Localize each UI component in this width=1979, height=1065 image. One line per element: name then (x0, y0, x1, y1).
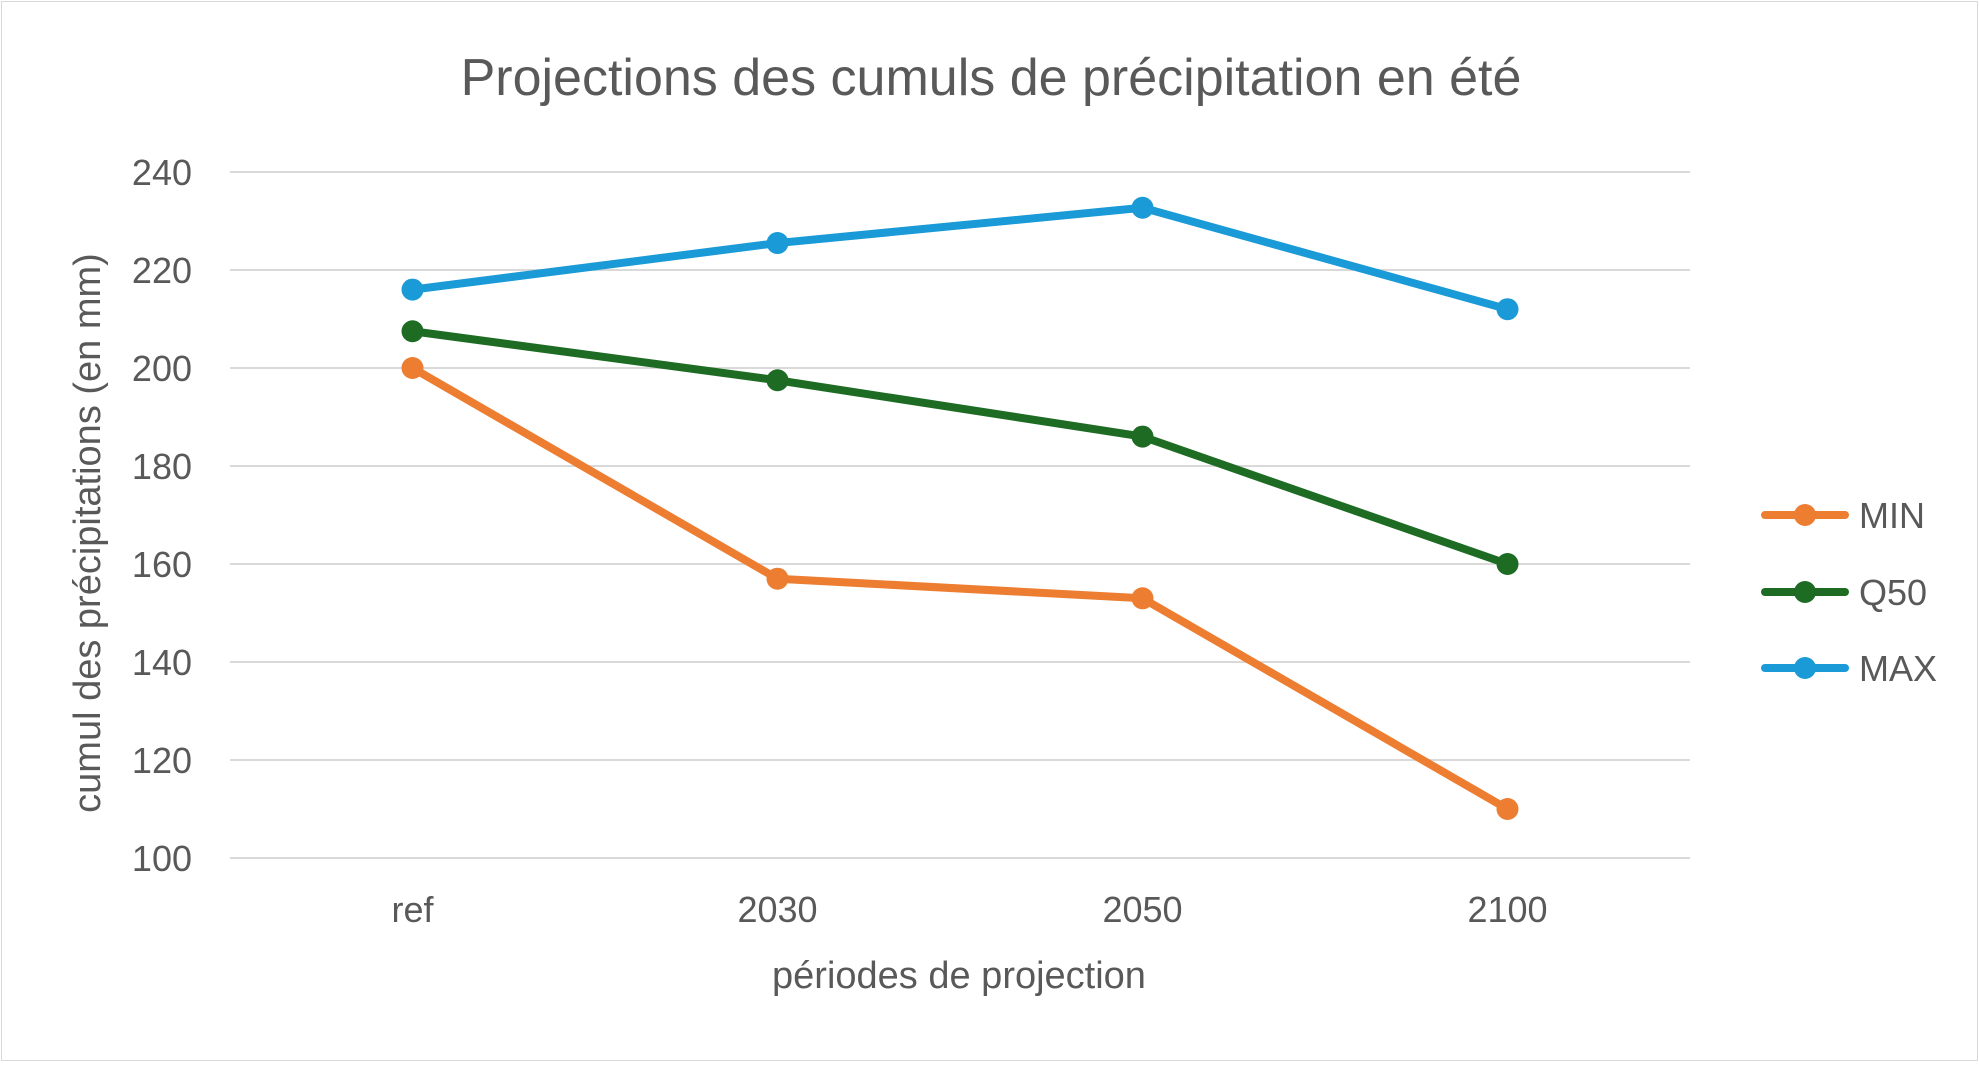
data-point-min (766, 567, 789, 590)
y-tick-label: 120 (132, 740, 192, 781)
y-tick-label: 240 (132, 152, 192, 193)
data-point-q50 (766, 369, 789, 392)
y-axis-tick-labels: 100 120 140 160 180 200 220 240 (132, 152, 192, 879)
series-line-q50 (408, 327, 1512, 568)
x-axis-label: périodes de projection (772, 955, 1146, 997)
y-tick-label: 180 (132, 446, 192, 487)
series-line-min (408, 364, 1512, 813)
legend-marker-q50 (1794, 581, 1816, 603)
legend-label-max: MAX (1859, 648, 1937, 689)
y-tick-label: 220 (132, 250, 192, 291)
legend-marker-min (1794, 504, 1816, 526)
y-tick-label: 200 (132, 348, 192, 389)
data-point-max (401, 278, 424, 301)
data-point-q50 (1131, 425, 1154, 448)
data-point-max (766, 232, 789, 255)
x-axis-tick-labels: ref 2030 2050 2100 (391, 889, 1547, 930)
x-tick-label: 2030 (737, 889, 817, 930)
y-tick-label: 100 (132, 838, 192, 879)
x-tick-label: 2100 (1467, 889, 1547, 930)
data-point-max (1131, 196, 1154, 219)
data-point-min (1496, 798, 1519, 820)
legend: MIN Q50 MAX (1761, 495, 1937, 689)
y-tick-label: 140 (132, 642, 192, 683)
y-axis-label: cumul des précipitations (en mm) (67, 253, 109, 813)
legend-marker-max (1794, 657, 1816, 679)
chart-title: Projections des cumuls de précipitation … (461, 49, 1522, 107)
legend-label-q50: Q50 (1859, 572, 1927, 613)
series-line-max (408, 203, 1512, 314)
data-point-max (1496, 298, 1519, 321)
data-point-min (401, 357, 424, 379)
legend-label-min: MIN (1859, 495, 1925, 536)
data-point-q50 (1496, 553, 1519, 575)
y-tick-label: 160 (132, 544, 192, 585)
data-point-min (1131, 587, 1154, 610)
gridlines (230, 171, 1690, 859)
data-point-q50 (401, 320, 424, 343)
x-tick-label: 2050 (1102, 889, 1182, 930)
x-tick-label: ref (391, 889, 434, 930)
series-lines (401, 196, 1519, 820)
